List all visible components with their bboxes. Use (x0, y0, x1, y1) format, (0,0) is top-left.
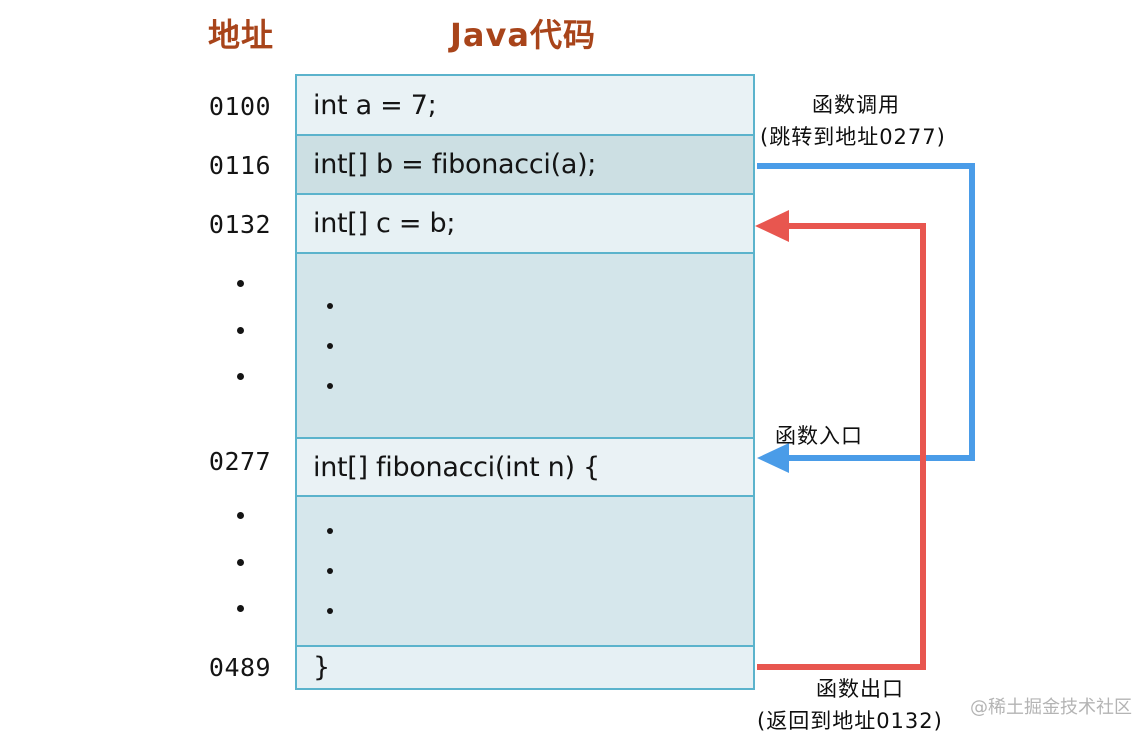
table-row: int[] c = b; (297, 195, 753, 254)
table-row: int[] fibonacci(int n) { (297, 439, 753, 497)
ellipsis-dot (236, 512, 244, 519)
code-line-0100: int a = 7; (313, 89, 437, 121)
code-ellipsis-lower (327, 497, 333, 645)
ellipsis-dot (236, 280, 244, 287)
annotation-function-call-detail: (跳转到地址0277) (760, 125, 946, 149)
annotation-function-exit-title: 函数出口 (816, 677, 904, 701)
ellipsis-dot (327, 302, 333, 309)
annotation-function-exit-detail: (返回到地址0132) (757, 709, 943, 733)
address-ellipsis-upper (190, 280, 290, 380)
address-column: 0100 0116 0132 0277 0489 (190, 75, 290, 690)
address-label-0277: 0277 (208, 447, 272, 476)
code-line-0132: int[] c = b; (313, 208, 456, 239)
table-row: int[] b = fibonacci(a); (297, 136, 753, 195)
annotation-function-entry: 函数入口 (775, 424, 863, 448)
code-column-header: Java代码 (450, 16, 596, 54)
address-label-0116: 0116 (208, 151, 272, 180)
ellipsis-dot (236, 373, 244, 380)
watermark: @稀土掘金技术社区 (970, 697, 1132, 718)
address-column-header: 地址 (208, 16, 275, 54)
code-line-0116: int[] b = fibonacci(a); (313, 149, 597, 180)
ellipsis-dot (327, 528, 333, 534)
table-row-ellipsis-lower (297, 497, 753, 647)
ellipsis-dot (327, 568, 333, 574)
ellipsis-dot (327, 608, 333, 614)
address-label-0100: 0100 (208, 92, 272, 121)
code-line-0489: } (313, 652, 330, 683)
code-line-0277: int[] fibonacci(int n) { (313, 451, 600, 483)
ellipsis-dot (236, 605, 244, 612)
ellipsis-dot (327, 382, 333, 389)
address-label-0489: 0489 (208, 653, 272, 682)
address-ellipsis-lower (190, 512, 290, 612)
address-label-0132: 0132 (208, 210, 272, 239)
table-row-ellipsis-upper (297, 254, 753, 439)
table-row: int a = 7; (297, 76, 753, 136)
annotation-function-call-title: 函数调用 (812, 93, 900, 117)
ellipsis-dot (327, 342, 333, 349)
code-memory-table: int a = 7; int[] b = fibonacci(a); int[]… (295, 74, 755, 690)
ellipsis-dot (236, 558, 244, 566)
code-ellipsis-upper (327, 254, 333, 437)
table-row: } (297, 647, 753, 688)
ellipsis-dot (236, 326, 244, 334)
